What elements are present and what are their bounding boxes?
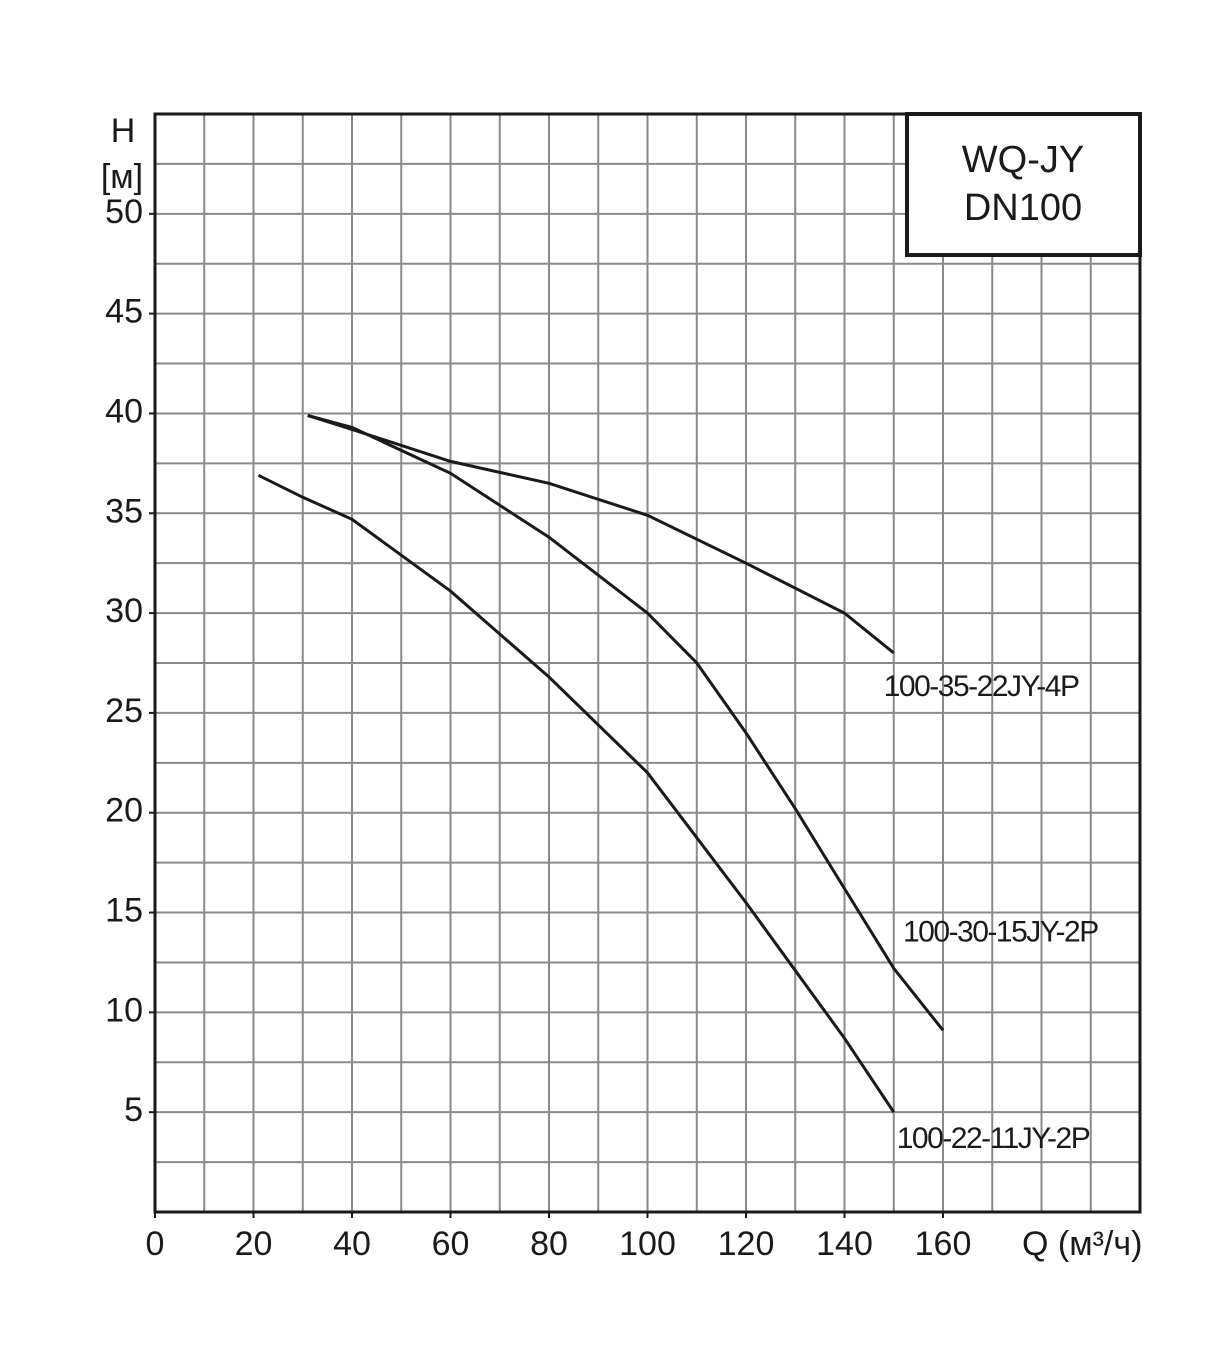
y-tick-label: 25 [105, 692, 143, 730]
x-tick-label: 140 [816, 1225, 873, 1263]
x-tick-label: 100 [619, 1225, 676, 1263]
y-tick-label: 5 [124, 1091, 143, 1129]
x-tick-label: 40 [333, 1225, 371, 1263]
x-tick-label: 80 [530, 1225, 568, 1263]
y-tick-label: 20 [105, 792, 143, 830]
series-label: 100-35-22JY-4P [884, 670, 1079, 703]
chart-title: WQ-JY [962, 139, 1084, 181]
y-tick-label: 40 [105, 392, 143, 430]
y-tick-label: 15 [105, 892, 143, 930]
series-label: 100-22-11JY-2P [897, 1122, 1090, 1155]
x-tick-label: 60 [432, 1225, 470, 1263]
y-tick-label: 30 [105, 592, 143, 630]
chart-subtitle: DN100 [964, 187, 1082, 229]
x-tick-label: 0 [146, 1225, 165, 1263]
series-label: 100-30-15JY-2P [903, 915, 1098, 948]
y-tick-label: 50 [105, 193, 143, 231]
grid [154, 113, 1141, 1213]
y-axis-label: H [111, 112, 136, 150]
x-tick-label: 120 [718, 1225, 775, 1263]
title-box [905, 112, 1142, 257]
x-tick-label: 160 [915, 1225, 972, 1263]
curve [257, 473, 896, 1114]
y-tick-label: 10 [105, 991, 143, 1029]
curve [307, 414, 895, 655]
x-axis-label: Q (м³/ч) [1022, 1225, 1142, 1263]
curves [257, 414, 945, 1114]
y-axis-unit: [м] [101, 158, 143, 196]
y-tick-label: 35 [105, 492, 143, 530]
y-tick-label: 45 [105, 293, 143, 331]
x-tick-label: 20 [235, 1225, 273, 1263]
curve [307, 414, 945, 1032]
